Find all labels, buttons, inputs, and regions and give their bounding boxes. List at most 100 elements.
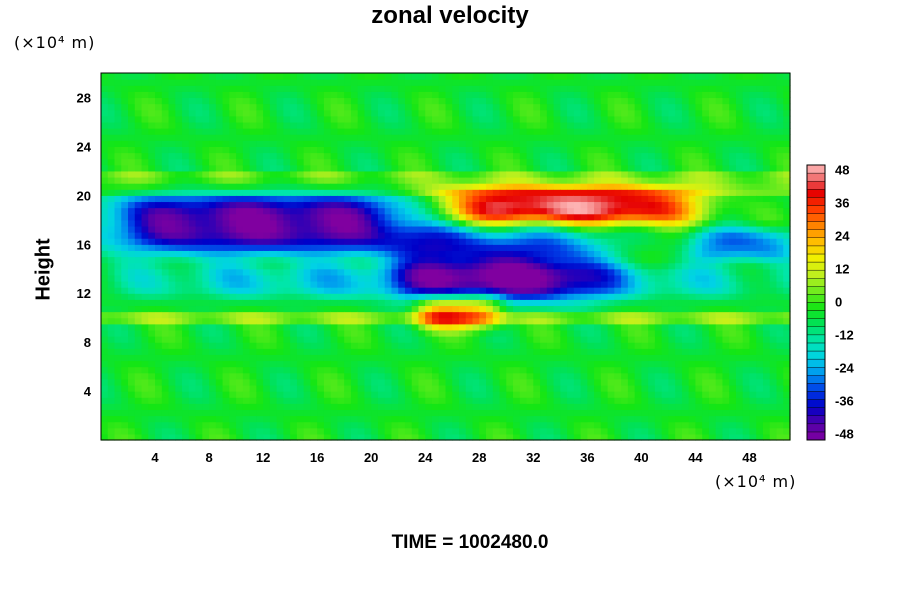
heatmap-cell [573, 415, 582, 423]
heatmap-cell [128, 262, 136, 270]
heatmap-cell [560, 207, 568, 215]
heatmap-cell [364, 195, 372, 203]
heatmap-cell [560, 103, 568, 111]
heatmap-cell [276, 305, 284, 313]
heatmap-cell [195, 323, 203, 331]
heatmap-cell [472, 287, 480, 294]
heatmap-cell [452, 409, 460, 417]
heatmap-cell [276, 336, 284, 343]
heatmap-cell [540, 293, 548, 300]
heatmap-cell [168, 128, 176, 135]
heatmap-cell [296, 152, 305, 160]
heatmap-cell [202, 250, 210, 258]
heatmap-cell [134, 250, 143, 258]
heatmap-cell [229, 103, 237, 111]
heatmap-cell [296, 103, 305, 111]
heatmap-cell [404, 121, 413, 129]
heatmap-cell [101, 128, 109, 135]
heatmap-cell [215, 250, 224, 258]
heatmap-cell [263, 274, 271, 282]
heatmap-cell [249, 262, 257, 270]
heatmap-cell [573, 170, 582, 178]
heatmap-cell [425, 109, 433, 117]
heatmap-cell [573, 73, 582, 80]
heatmap-cell [425, 152, 433, 160]
heatmap-cell [465, 195, 474, 203]
heatmap-cell [141, 433, 149, 441]
heatmap-cell [107, 329, 116, 337]
heatmap-cell [141, 336, 149, 343]
heatmap-cell [506, 115, 514, 123]
heatmap-cell [506, 421, 514, 429]
heatmap-cell [431, 427, 440, 435]
heatmap-cell [222, 305, 230, 313]
heatmap-cell [148, 115, 156, 123]
heatmap-cell [506, 348, 514, 355]
heatmap-cell [128, 103, 136, 111]
heatmap-cell [121, 262, 129, 270]
heatmap-cell [654, 201, 663, 209]
heatmap-cell [317, 391, 325, 398]
heatmap-cell [310, 232, 318, 239]
heatmap-cell [128, 311, 136, 319]
heatmap-cell [567, 238, 575, 245]
heatmap-cell [344, 336, 352, 343]
heatmap-cell [587, 360, 595, 368]
heatmap-cell [371, 176, 379, 184]
heatmap-cell [627, 311, 636, 319]
heatmap-cell [168, 189, 176, 196]
heatmap-cell [438, 134, 447, 141]
heatmap-cell [256, 225, 264, 233]
heatmap-cell [155, 336, 163, 343]
heatmap-cell [222, 73, 230, 80]
heatmap-cell [134, 384, 143, 392]
heatmap-cell [641, 354, 649, 362]
heatmap-cell [236, 378, 244, 386]
heatmap-cell [607, 274, 615, 282]
heatmap-cell [371, 189, 379, 196]
heatmap-cell [546, 250, 555, 258]
heatmap-cell [188, 415, 197, 423]
heatmap-cell [263, 183, 271, 190]
heatmap-cell [175, 391, 183, 398]
heatmap-cell [404, 85, 413, 92]
heatmap-cell [533, 109, 541, 117]
heatmap-cell [290, 121, 298, 129]
heatmap-cell [296, 109, 305, 117]
heatmap-cell [242, 109, 251, 117]
heatmap-cell [384, 85, 393, 92]
heatmap-cell [202, 360, 210, 368]
heatmap-cell [391, 146, 399, 154]
heatmap-cell [452, 207, 460, 215]
heatmap-cell [425, 342, 433, 349]
heatmap-cell [431, 79, 440, 86]
heatmap-cell [310, 342, 318, 349]
heatmap-cell [107, 195, 116, 203]
heatmap-cell [202, 128, 210, 135]
heatmap-cell [209, 85, 217, 92]
heatmap-cell [317, 409, 325, 417]
heatmap-cell [654, 146, 663, 154]
heatmap-cell [209, 219, 217, 227]
heatmap-cell [614, 213, 622, 221]
heatmap-cell [364, 97, 372, 105]
heatmap-cell [188, 274, 197, 282]
heatmap-cell [499, 415, 507, 423]
heatmap-cell [404, 342, 413, 349]
heatmap-cell [161, 354, 170, 362]
heatmap-cell [175, 219, 183, 227]
heatmap-cell [486, 378, 494, 386]
heatmap-cell [411, 79, 420, 86]
heatmap-cell [202, 225, 210, 233]
heatmap-cell [594, 213, 602, 221]
heatmap-cell [594, 134, 602, 141]
heatmap-cell [317, 85, 325, 92]
heatmap-cell [310, 109, 318, 117]
heatmap-cell [465, 415, 474, 423]
heatmap-cell [513, 213, 521, 221]
heatmap-cell [303, 91, 312, 99]
heatmap-cell [148, 299, 156, 307]
heatmap-cell [641, 280, 649, 288]
heatmap-cell [418, 378, 426, 386]
heatmap-cell [472, 360, 480, 368]
